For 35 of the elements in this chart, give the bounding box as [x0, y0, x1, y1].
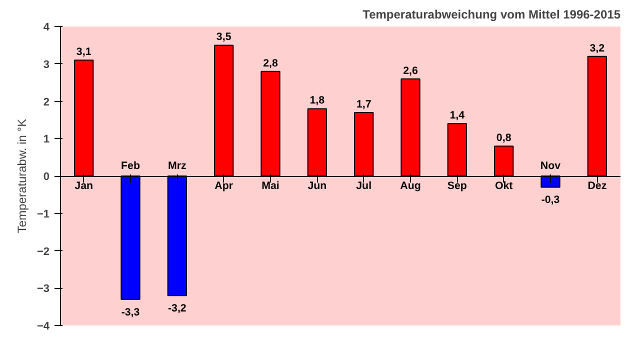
y-tick-label: 0 — [43, 171, 50, 183]
data-label: 3,2 — [590, 42, 605, 54]
data-label: 3,5 — [216, 31, 232, 44]
x-tick-label: Mrz — [168, 160, 186, 172]
y-tick-label: −2 — [36, 246, 50, 258]
x-tick-label: Jan — [74, 180, 94, 192]
x-tick-label: Jun — [308, 180, 327, 192]
x-tick-label: Apr — [214, 180, 234, 192]
data-label: -3,2 — [168, 302, 186, 315]
data-label: -3,3 — [121, 306, 140, 318]
data-label: 1,8 — [310, 94, 325, 107]
data-label: -0,3 — [541, 194, 560, 206]
x-tick-label: Nov — [540, 160, 561, 172]
x-tick-label: Jul — [356, 180, 372, 192]
y-tick-label: 3 — [43, 58, 50, 71]
chart-title: Temperaturabweichung vom Mittel 1996-2015 — [362, 8, 621, 22]
data-label: 3,1 — [76, 46, 92, 58]
data-label: 0,8 — [496, 132, 512, 144]
x-tick-label: Okt — [494, 180, 514, 192]
data-label: 1,7 — [356, 98, 372, 110]
y-tick-label: 1 — [43, 134, 50, 146]
y-axis-title: Temperaturabw. in °K — [14, 118, 29, 234]
y-tick-label: −4 — [36, 320, 50, 332]
x-tick-label: Sep — [447, 180, 468, 192]
y-tick-label: −1 — [36, 208, 50, 220]
y-tick-label: 4 — [43, 22, 50, 34]
y-tick-label: −3 — [36, 283, 50, 296]
x-tick-label: Dez — [588, 180, 607, 192]
x-tick-label: Feb — [121, 160, 140, 172]
data-label: 2,6 — [403, 64, 418, 77]
x-tick-label: Aug — [400, 180, 421, 192]
data-label: 1,4 — [450, 110, 465, 122]
x-tick-label: Mai — [262, 180, 280, 192]
data-label: 2,8 — [263, 57, 278, 70]
y-tick-label: 2 — [43, 96, 50, 108]
